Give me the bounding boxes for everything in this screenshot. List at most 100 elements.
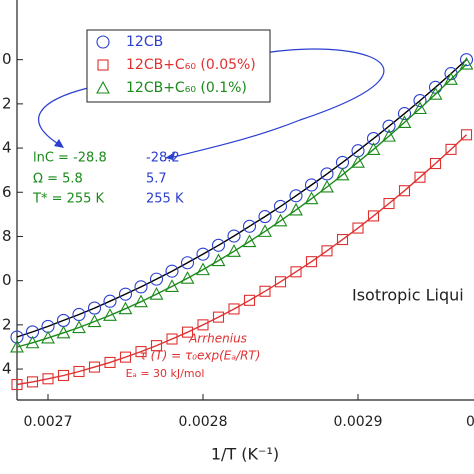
marker bbox=[289, 189, 303, 203]
marker bbox=[25, 325, 40, 339]
marker bbox=[351, 155, 365, 168]
marker bbox=[289, 202, 303, 216]
marker bbox=[228, 303, 240, 315]
marker bbox=[56, 325, 71, 339]
marker bbox=[87, 301, 102, 315]
marker bbox=[73, 365, 85, 378]
marker bbox=[134, 280, 148, 294]
marker bbox=[150, 340, 163, 352]
marker bbox=[135, 346, 147, 358]
fit-line bbox=[16, 59, 467, 338]
marker bbox=[149, 272, 164, 286]
marker bbox=[10, 339, 24, 353]
legend-label: 12CB bbox=[126, 34, 163, 50]
marker bbox=[41, 330, 55, 344]
marker bbox=[180, 256, 195, 270]
marker bbox=[398, 185, 411, 197]
marker bbox=[397, 107, 412, 121]
marker bbox=[304, 178, 319, 192]
annotation: Arrhenius bbox=[188, 332, 247, 346]
marker bbox=[166, 333, 178, 345]
legend-label: 12CB+C₆₀ (0.05%) bbox=[126, 57, 256, 73]
annotation: 5.7 bbox=[146, 172, 167, 187]
legend-label: 12CB+C₆₀ (0.1%) bbox=[126, 80, 247, 96]
marker bbox=[428, 86, 443, 100]
marker bbox=[290, 266, 302, 278]
marker bbox=[11, 378, 23, 391]
marker bbox=[149, 286, 164, 300]
marker bbox=[211, 238, 226, 252]
marker bbox=[118, 287, 133, 301]
annotation: lnC = -28.8 bbox=[33, 151, 107, 166]
fit-line bbox=[16, 134, 467, 386]
y-tick-label: 4 bbox=[2, 360, 12, 378]
marker bbox=[242, 219, 257, 233]
y-tick-label: 0 bbox=[2, 50, 12, 68]
marker bbox=[335, 167, 350, 181]
marker bbox=[382, 119, 396, 133]
marker bbox=[304, 191, 319, 205]
marker bbox=[181, 326, 194, 338]
marker bbox=[366, 132, 381, 146]
marker bbox=[383, 197, 395, 210]
marker bbox=[367, 210, 380, 222]
marker bbox=[429, 157, 442, 170]
annotation: T* = 255 K bbox=[32, 192, 105, 207]
legend-box bbox=[86, 29, 271, 103]
marker bbox=[134, 294, 148, 308]
marker bbox=[259, 285, 271, 297]
marker bbox=[273, 213, 288, 227]
marker bbox=[104, 356, 116, 368]
arrowhead bbox=[165, 152, 175, 160]
marker bbox=[413, 101, 427, 115]
marker bbox=[459, 56, 474, 70]
marker bbox=[336, 234, 349, 246]
y-tick-label: 0 bbox=[2, 271, 12, 289]
legend-marker bbox=[96, 35, 110, 49]
annotation: -28.2 bbox=[146, 151, 180, 166]
y-tick-label: 6 bbox=[2, 183, 12, 201]
marker bbox=[165, 264, 179, 278]
marker bbox=[243, 294, 256, 306]
marker bbox=[305, 256, 318, 268]
legend-marker bbox=[97, 59, 109, 71]
marker bbox=[103, 308, 117, 321]
marker bbox=[103, 294, 117, 308]
x-tick-label: 0.0028 bbox=[179, 414, 228, 430]
marker bbox=[196, 262, 210, 276]
x-axis-label: 1/T (K⁻¹) bbox=[211, 445, 279, 464]
marker bbox=[242, 234, 257, 248]
annotation: Eₐ = 30 kJ/mol bbox=[126, 367, 205, 380]
marker bbox=[273, 199, 288, 213]
annotation: 255 K bbox=[146, 192, 184, 207]
marker bbox=[274, 276, 287, 288]
marker bbox=[118, 301, 133, 315]
marker bbox=[460, 129, 473, 141]
y-tick-label: 2 bbox=[2, 94, 12, 112]
marker bbox=[320, 179, 334, 193]
marker bbox=[42, 373, 54, 385]
marker bbox=[459, 53, 474, 67]
x-tick-label: 0 bbox=[466, 414, 474, 430]
arrow bbox=[38, 87, 89, 146]
arrow bbox=[169, 48, 385, 159]
marker bbox=[197, 319, 209, 331]
annotation: Ω = 5.8 bbox=[33, 172, 83, 187]
marker bbox=[382, 128, 396, 142]
marker bbox=[321, 245, 333, 257]
marker bbox=[212, 311, 225, 323]
x-tick-label: 0.0027 bbox=[24, 414, 73, 430]
marker bbox=[397, 115, 412, 128]
arrowhead bbox=[54, 139, 64, 148]
marker bbox=[72, 320, 86, 334]
marker bbox=[180, 271, 195, 284]
marker bbox=[87, 314, 102, 328]
y-tick-label: 4 bbox=[2, 139, 12, 157]
marker bbox=[165, 279, 179, 292]
marker bbox=[366, 142, 381, 155]
marker bbox=[119, 351, 132, 363]
marker bbox=[196, 247, 210, 261]
legend-marker bbox=[96, 80, 110, 94]
x-tick-label: 0.0029 bbox=[334, 414, 383, 430]
marker bbox=[413, 94, 427, 108]
